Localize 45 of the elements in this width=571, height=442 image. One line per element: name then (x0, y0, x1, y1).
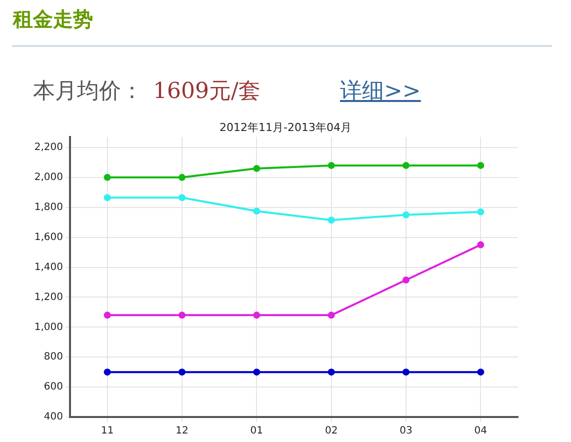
point (253, 312, 260, 319)
point (402, 162, 410, 169)
point (328, 312, 335, 319)
x-tick-label: 12 (176, 426, 188, 437)
point (178, 368, 186, 376)
y-tick-label: 2,200 (34, 142, 63, 154)
text: 详细>> (340, 78, 421, 106)
x-tick-label: 04 (474, 426, 488, 437)
y-tick-label: 1,400 (34, 262, 63, 273)
chart-subtitle: 2012年11月-2013年04月 (218, 120, 352, 135)
point (477, 208, 484, 216)
point (477, 162, 484, 169)
point (104, 312, 111, 319)
point (253, 164, 260, 172)
text: 本月均价： (33, 78, 143, 106)
text: 1609元/套 (153, 78, 260, 106)
point (178, 194, 186, 202)
point (253, 368, 260, 376)
point (104, 368, 111, 376)
point (402, 211, 410, 218)
chart-title: 租金走势 (13, 6, 93, 33)
y-tick-label: 400 (44, 412, 63, 423)
y-tick-label: 800 (44, 352, 63, 363)
point (104, 194, 111, 202)
y-tick-label: 1,000 (34, 322, 63, 333)
point (253, 208, 260, 215)
point (328, 162, 335, 169)
x-tick-label: 11 (100, 426, 114, 437)
point (328, 216, 335, 224)
y-tick-label: 1,200 (34, 292, 63, 303)
point (402, 276, 410, 284)
y-tick-label: 1,600 (34, 232, 63, 243)
point (104, 174, 111, 181)
point (178, 174, 186, 181)
y-tick-label: 2,000 (34, 172, 63, 184)
y-tick-label: 1,800 (34, 202, 63, 213)
point (402, 368, 410, 376)
x-tick-label: 02 (324, 426, 338, 437)
x-tick-label: 03 (400, 426, 412, 437)
x-tick-label: 01 (250, 426, 264, 437)
point (477, 241, 484, 248)
y-tick-label: 600 (44, 382, 63, 393)
point (477, 368, 484, 376)
point (178, 312, 186, 319)
point (328, 368, 335, 376)
